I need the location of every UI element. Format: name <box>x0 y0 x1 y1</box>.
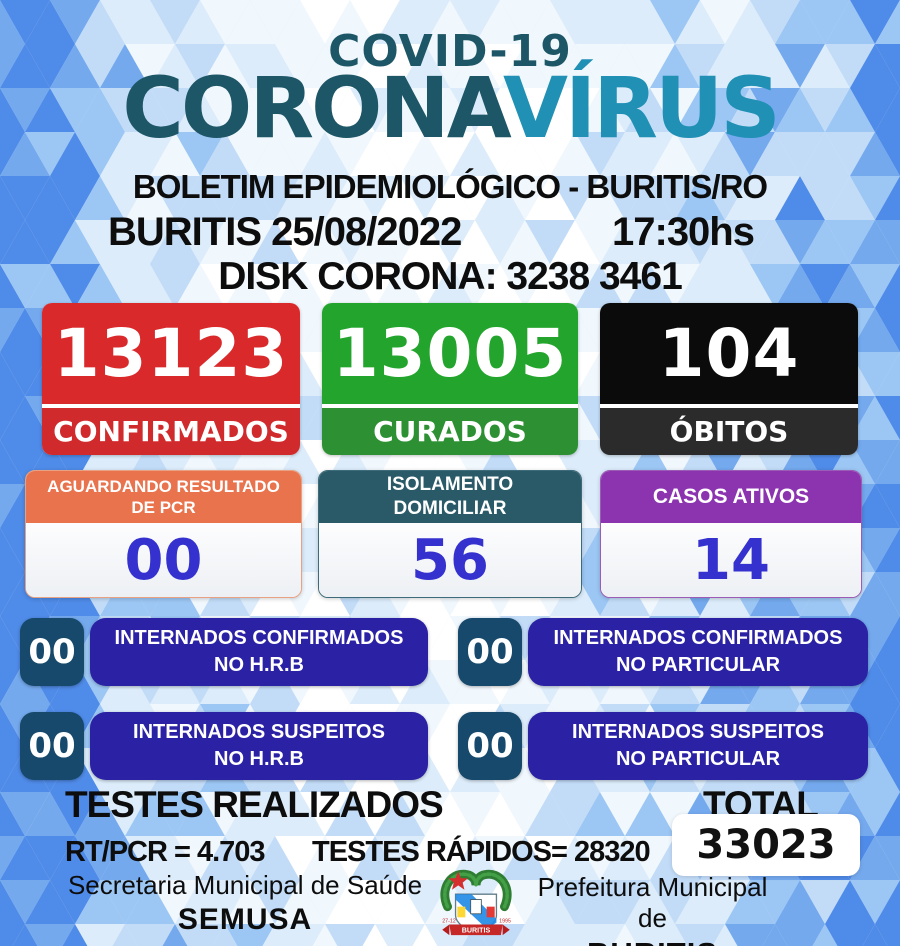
hosp-count-value: 00 <box>466 726 514 766</box>
hosp-label-line1: INTERNADOS CONFIRMADOS <box>114 627 404 649</box>
hosp-label-line1: INTERNADOS CONFIRMADOS <box>553 627 843 649</box>
total-value: 33023 <box>696 822 836 868</box>
hosp-label-line2: NO PARTICULAR <box>615 654 781 676</box>
hosp-count-value: 00 <box>466 632 514 672</box>
hosp-hrb-confirmados-label: INTERNADOS CONFIRMADOS NO H.R.B <box>90 618 428 686</box>
hosp-label-line1: INTERNADOS SUSPEITOS <box>133 721 385 743</box>
card-isolamento-value: 56 <box>411 527 489 593</box>
hosp-label-line2: NO H.R.B <box>214 748 304 770</box>
hosp-label-line2: NO PARTICULAR <box>615 748 781 770</box>
prefecture-city: BURITIS <box>520 936 785 946</box>
main-title: CORONAVÍRUS <box>0 64 900 152</box>
hotline: DISK CORONA: 3238 3461 <box>218 255 683 298</box>
secretariat-acronym: SEMUSA <box>177 903 313 936</box>
divider <box>322 404 578 408</box>
stat-card-obitos: 104 ÓBITOS <box>600 303 858 455</box>
crest-date-right: 1995 <box>499 919 511 925</box>
card-casos-ativos-value: 14 <box>692 527 770 593</box>
stat-curados-label-panel: CURADOS <box>322 408 578 455</box>
covid-label: COVID-19 <box>328 26 572 77</box>
stat-curados-value: 13005 <box>332 315 568 392</box>
buritis-coat-of-arms: BURITIS 27-12 1995 <box>440 869 512 936</box>
secretariat-name: Secretaria Municipal de Saúde <box>67 870 423 900</box>
card-header-line1: ISOLAMENTO <box>386 474 514 496</box>
hosp-hrb-confirmados-count: 00 <box>20 618 84 686</box>
tests-title: TESTES REALIZADOS <box>65 784 444 825</box>
card-aguardando-pcr-header: AGUARDANDO RESULTADO DE PCR <box>26 471 301 523</box>
card-header-line2: DE PCR <box>131 498 196 517</box>
crest-date-left: 27-12 <box>442 919 456 925</box>
stat-obitos-label: ÓBITOS <box>669 415 789 448</box>
tests-rtpcr: RT/PCR = 4.703 <box>65 836 266 868</box>
stat-confirmados-value: 13123 <box>53 315 289 392</box>
stat-obitos-value: 104 <box>658 315 800 392</box>
card-aguardando-pcr-value: 00 <box>124 527 203 593</box>
card-header-line1: CASOS ATIVOS <box>652 484 810 508</box>
hosp-particular-confirmados-label: INTERNADOS CONFIRMADOS NO PARTICULAR <box>528 618 868 686</box>
report-time: 17:30hs <box>612 210 755 254</box>
card-isolamento: ISOLAMENTO DOMICILIAR 56 <box>318 470 582 598</box>
stat-curados-value-panel: 13005 <box>322 303 578 404</box>
total-value-box: 33023 <box>672 814 860 876</box>
prefecture-name: Prefeitura Municipal de <box>537 872 768 933</box>
hosp-count-value: 00 <box>28 726 76 766</box>
card-aguardando-pcr-body: 00 <box>26 523 301 597</box>
hosp-hrb-suspeitos-label: INTERNADOS SUSPEITOS NO H.R.B <box>90 712 428 780</box>
card-header-line1: AGUARDANDO RESULTADO <box>47 476 280 496</box>
hosp-count-value: 00 <box>28 632 76 672</box>
card-casos-ativos-body: 14 <box>601 523 861 597</box>
card-casos-ativos-header: CASOS ATIVOS <box>601 471 861 523</box>
footer-prefecture: Prefeitura Municipal de BURITIS <box>520 872 785 946</box>
stat-card-curados: 13005 CURADOS <box>322 303 578 455</box>
tests-rapidos: TESTES RÁPIDOS= 28320 <box>312 836 651 868</box>
hosp-particular-confirmados-count: 00 <box>458 618 522 686</box>
city-date: BURITIS 25/08/2022 <box>108 210 462 254</box>
stat-card-confirmados: 13123 CONFIRMADOS <box>42 303 300 455</box>
stat-confirmados-value-panel: 13123 <box>42 303 300 404</box>
card-aguardando-pcr: AGUARDANDO RESULTADO DE PCR 00 <box>25 470 302 598</box>
divider <box>600 404 858 408</box>
card-casos-ativos: CASOS ATIVOS 14 <box>600 470 862 598</box>
title-part-virus: VÍRUS <box>503 59 781 157</box>
hosp-particular-suspeitos-count: 00 <box>458 712 522 780</box>
stat-curados-label: CURADOS <box>373 415 527 448</box>
stat-confirmados-label: CONFIRMADOS <box>53 415 289 448</box>
hosp-label-line1: INTERNADOS SUSPEITOS <box>572 721 824 743</box>
stat-obitos-value-panel: 104 <box>600 303 858 404</box>
stat-confirmados-label-panel: CONFIRMADOS <box>42 408 300 455</box>
hosp-hrb-suspeitos-count: 00 <box>20 712 84 780</box>
crest-city-name: BURITIS <box>462 926 491 934</box>
bulletin-subtitle: BOLETIM EPIDEMIOLÓGICO - BURITIS/RO <box>132 168 768 205</box>
stat-obitos-label-panel: ÓBITOS <box>600 408 858 455</box>
card-header-line2: DOMICILIAR <box>393 498 507 519</box>
card-isolamento-header: ISOLAMENTO DOMICILIAR <box>319 471 581 523</box>
card-isolamento-body: 56 <box>319 523 581 597</box>
footer-secretariat: Secretaria Municipal de Saúde SEMUSA <box>60 870 430 937</box>
title-part-corona: CORONA <box>122 59 506 157</box>
hosp-label-line2: NO H.R.B <box>214 654 304 676</box>
divider <box>42 404 300 408</box>
hosp-particular-suspeitos-label: INTERNADOS SUSPEITOS NO PARTICULAR <box>528 712 868 780</box>
